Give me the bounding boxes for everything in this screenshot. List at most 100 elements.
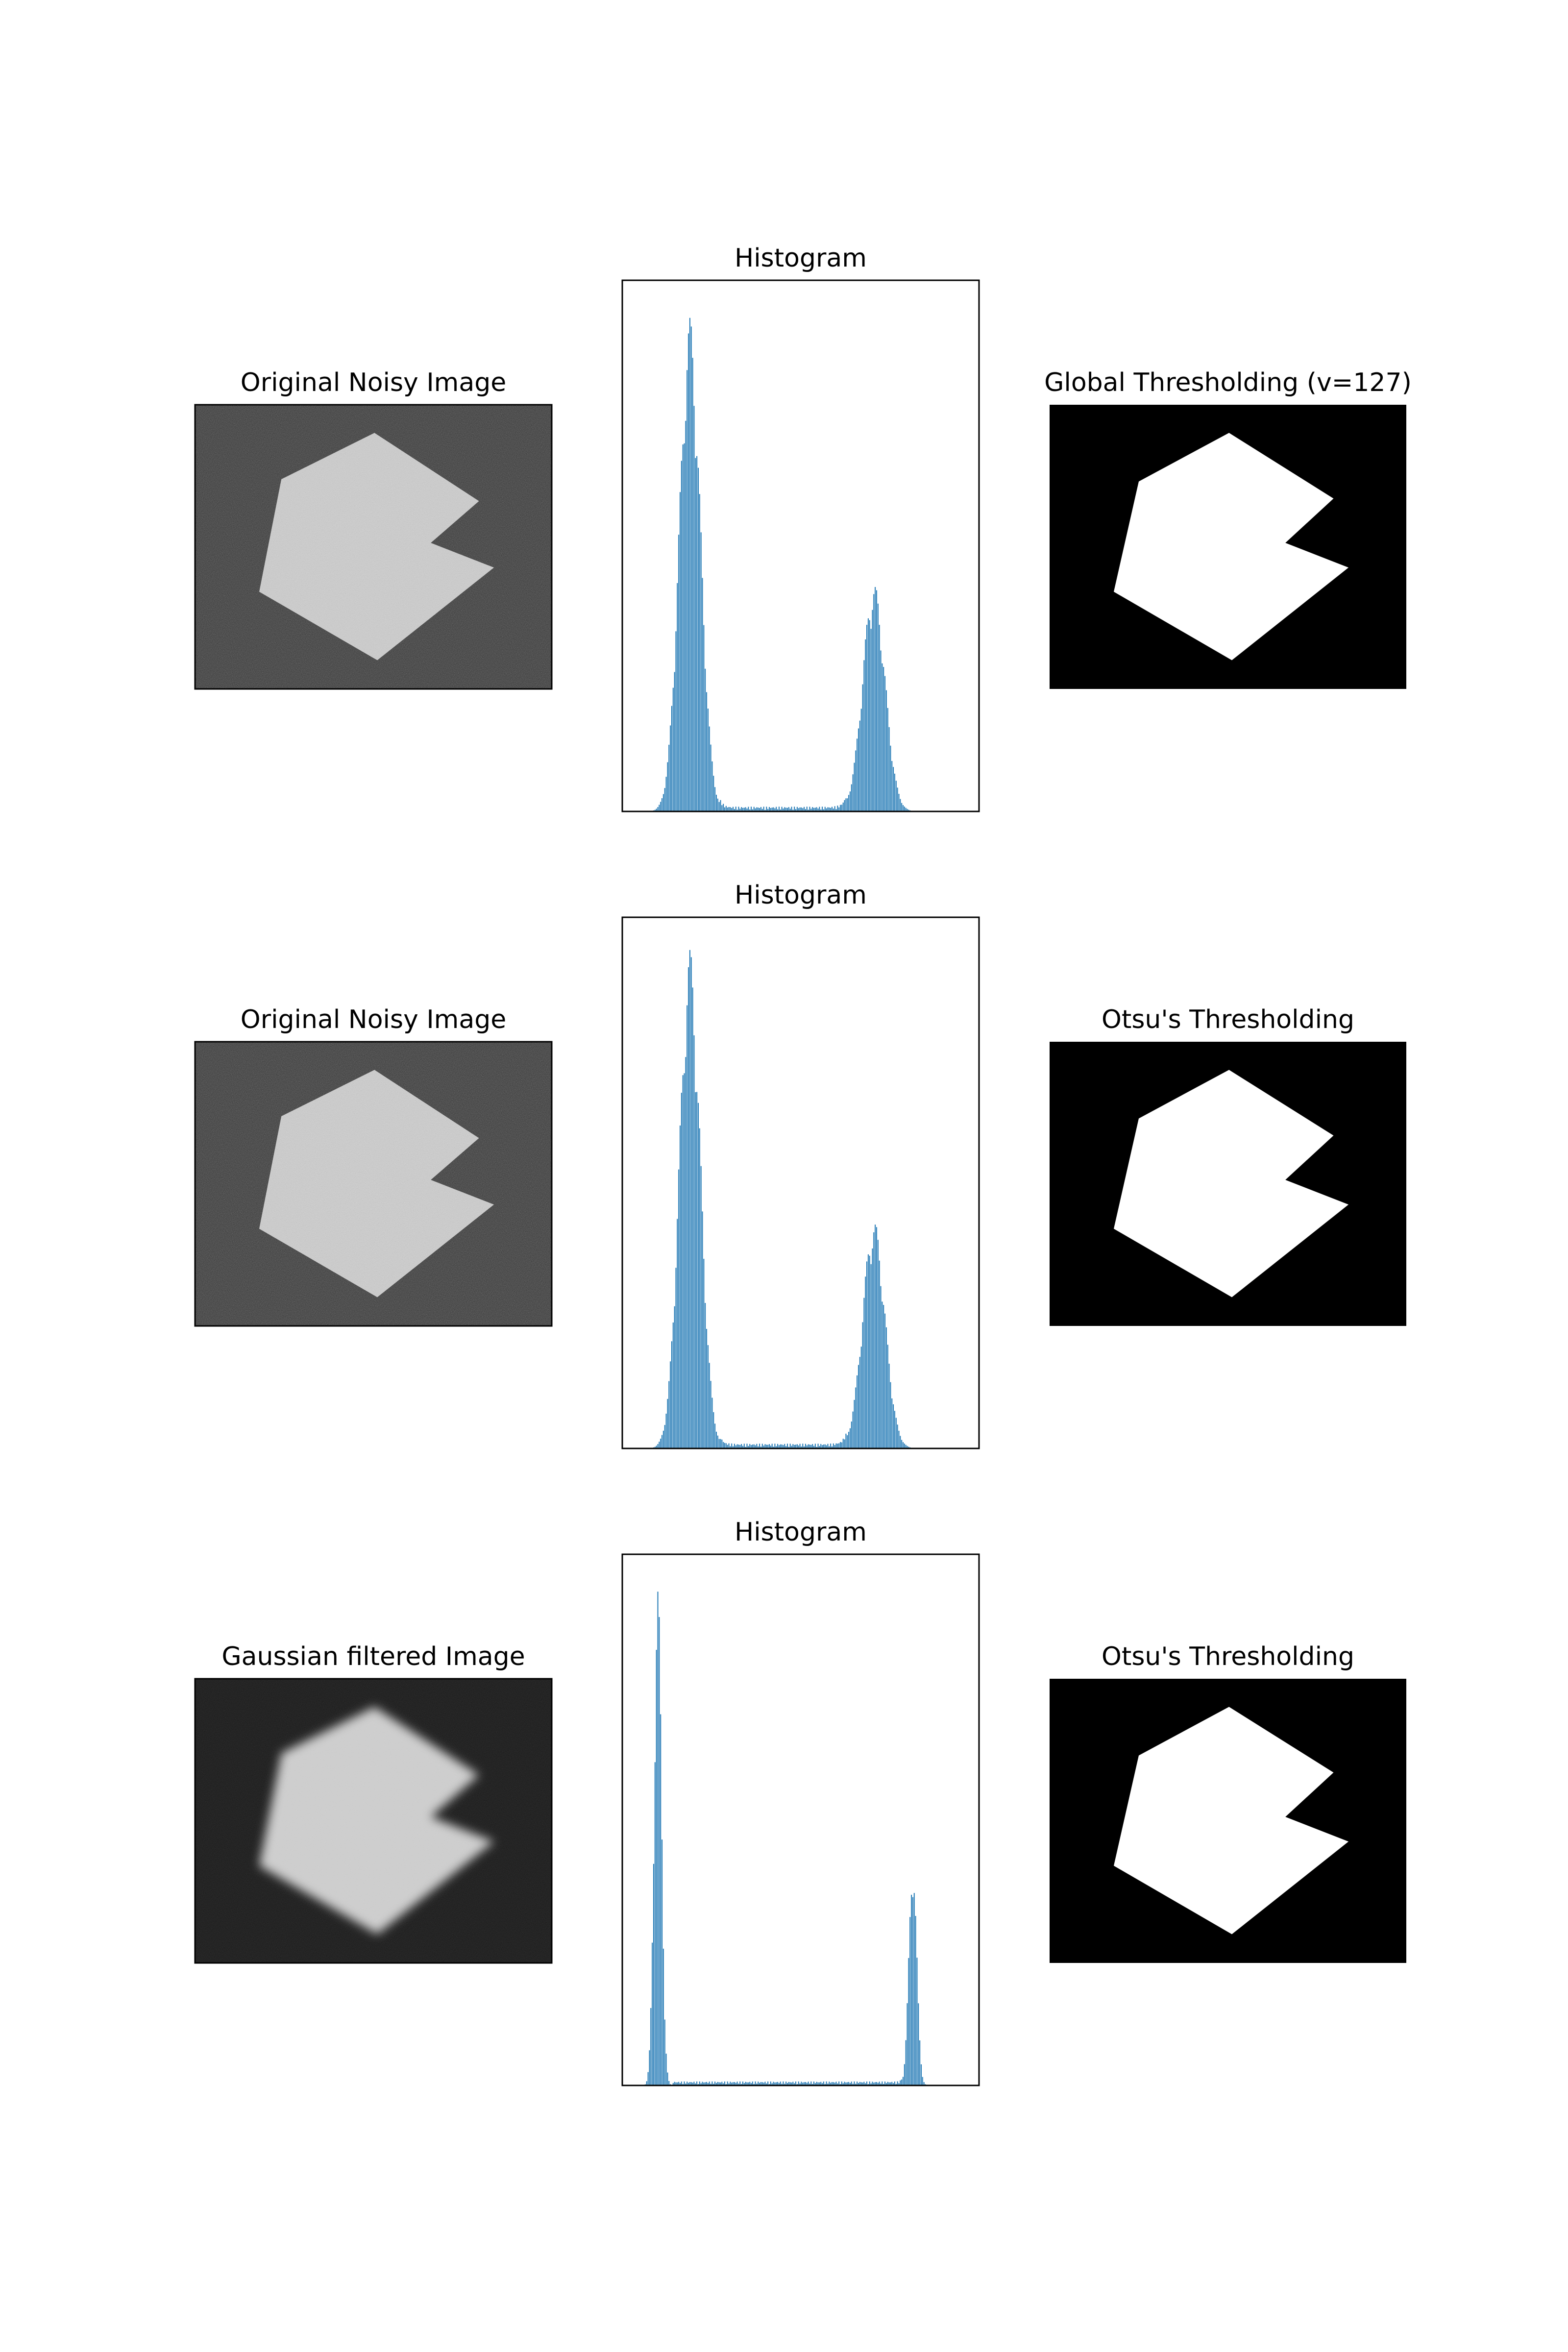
histogram-bar xyxy=(848,2082,850,2085)
histogram-bar xyxy=(702,1211,703,1448)
histogram-bar xyxy=(720,2082,721,2085)
histogram-bar xyxy=(849,2082,851,2085)
histogram-bar xyxy=(730,1446,731,1448)
histogram-bar xyxy=(763,1446,764,1448)
histogram-bar xyxy=(801,807,802,811)
histogram-bar xyxy=(824,807,826,811)
histogram-bar xyxy=(804,807,805,811)
histogram-bar xyxy=(841,2081,842,2085)
histogram-bar xyxy=(686,2082,688,2085)
histogram-bar xyxy=(728,1443,730,1448)
histogram-bar xyxy=(866,1261,868,1448)
histogram-bar xyxy=(674,2082,675,2085)
histogram-bar xyxy=(668,2081,670,2085)
histogram-bar xyxy=(728,807,730,811)
histogram-bar xyxy=(692,2082,693,2085)
histogram-bar xyxy=(834,806,835,811)
histogram-bar xyxy=(837,1444,838,1448)
histogram-bar xyxy=(685,2083,686,2085)
histogram-bar xyxy=(695,2083,696,2085)
histogram-bar xyxy=(736,809,738,811)
histogram-bar xyxy=(657,807,659,811)
image-frame xyxy=(194,1041,553,1327)
histogram-bar xyxy=(805,1444,806,1448)
histogram-bar xyxy=(865,2083,866,2085)
histogram-bar xyxy=(711,761,713,811)
histogram-bar xyxy=(677,2082,678,2085)
histogram-bar xyxy=(841,805,842,811)
threshold-title: Otsu's Thresholding xyxy=(1102,1642,1354,1671)
histogram-bar xyxy=(758,2082,759,2085)
histogram-bar xyxy=(876,590,877,811)
histogram-bar xyxy=(688,967,689,1448)
histogram-bar xyxy=(780,1444,781,1448)
histogram-bar xyxy=(792,2082,794,2085)
histogram-bar xyxy=(654,1446,656,1448)
histogram-bar xyxy=(735,1445,736,1448)
histogram-bar xyxy=(695,1092,696,1448)
histogram-bar xyxy=(776,1446,777,1448)
histogram-bar xyxy=(826,808,827,811)
histogram-bar xyxy=(854,1399,855,1448)
histogram-bar xyxy=(908,1958,909,2085)
histogram-bar xyxy=(760,1446,761,1448)
histogram-bar xyxy=(873,594,875,811)
histogram-bar xyxy=(786,2082,788,2085)
histogram-bar xyxy=(858,2082,859,2085)
histogram-bar xyxy=(879,1260,880,1448)
histogram-bar xyxy=(705,668,706,811)
histogram-bar xyxy=(855,750,857,811)
histogram-bar xyxy=(723,1442,724,1448)
histogram-bar xyxy=(705,1303,706,1448)
histogram-bar xyxy=(791,2082,792,2085)
histogram-bar xyxy=(675,2082,677,2085)
histogram-bar xyxy=(777,809,779,811)
histogram-bar xyxy=(891,2082,893,2085)
histogram-bar xyxy=(918,2003,919,2085)
histogram-bar xyxy=(697,1102,699,1448)
histogram-bar xyxy=(767,1445,769,1448)
histogram-bar xyxy=(854,2081,855,2085)
histogram-bar xyxy=(685,1057,686,1448)
histogram-bar xyxy=(709,2082,710,2085)
histogram-bar xyxy=(851,1421,852,1448)
histogram-bar xyxy=(857,738,858,811)
histogram-bar xyxy=(774,2082,776,2085)
histogram-bar xyxy=(710,1381,711,1448)
histogram-bar xyxy=(738,2083,739,2085)
histogram-bar xyxy=(898,794,900,811)
histogram-bar xyxy=(659,1617,660,2085)
histogram-bar xyxy=(858,1365,859,1448)
histogram-bar xyxy=(884,676,886,811)
histogram-bar xyxy=(885,2083,887,2085)
histogram-bar xyxy=(758,1446,759,1448)
histogram-bar xyxy=(830,1444,832,1448)
histogram-bar xyxy=(885,1327,887,1448)
histogram-bar xyxy=(891,761,893,811)
histogram-bar xyxy=(872,1248,873,1448)
histogram-bar xyxy=(723,804,724,811)
histogram-bar xyxy=(873,1232,875,1448)
histogram-bar xyxy=(785,808,787,811)
histogram-bar xyxy=(745,807,746,811)
histogram-bar xyxy=(894,1411,895,1448)
histogram-bar xyxy=(736,1444,738,1448)
histogram-bars xyxy=(653,318,911,811)
histogram-bar xyxy=(847,798,848,811)
histogram-bar xyxy=(855,1387,857,1448)
histogram-bar xyxy=(852,1411,854,1448)
source-image-panel: Gaussian filtered Image xyxy=(194,1642,553,1964)
histogram-bar xyxy=(813,1446,815,1448)
histogram-bar xyxy=(831,807,833,811)
histogram-bar xyxy=(700,532,702,811)
histogram-bar xyxy=(685,420,686,811)
histogram-bar xyxy=(842,802,844,811)
histogram-bar xyxy=(880,650,882,811)
histogram-bar xyxy=(751,807,752,811)
histogram-bar xyxy=(731,2082,733,2085)
histogram-bar xyxy=(742,808,743,811)
histogram-bar xyxy=(681,2082,682,2085)
histogram-bar xyxy=(788,1446,789,1448)
histogram-bar xyxy=(652,1942,653,2085)
histogram-bar xyxy=(678,2082,680,2085)
